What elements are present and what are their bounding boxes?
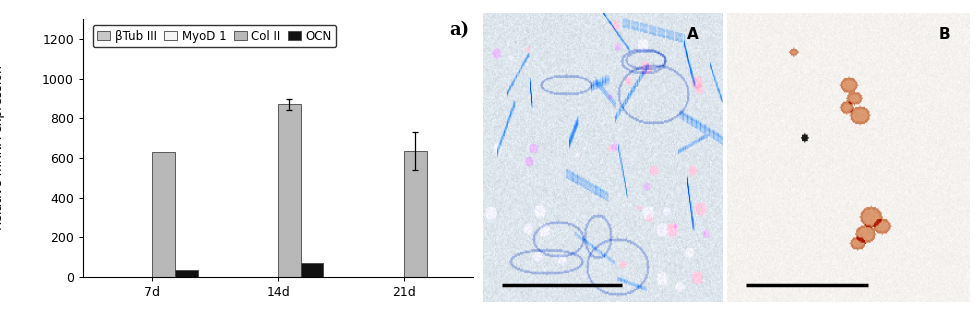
Text: B: B [938,27,950,42]
Bar [404,151,427,277]
Bar [175,270,197,277]
Bar [278,104,301,277]
Bar [152,152,175,277]
Text: a): a) [449,21,469,39]
Legend: βTub III, MyoD 1, Col II, OCN: βTub III, MyoD 1, Col II, OCN [93,25,337,47]
Text: A: A [686,27,699,42]
Bar [301,263,323,277]
Y-axis label: Relative mRNA expression: Relative mRNA expression [0,66,5,231]
